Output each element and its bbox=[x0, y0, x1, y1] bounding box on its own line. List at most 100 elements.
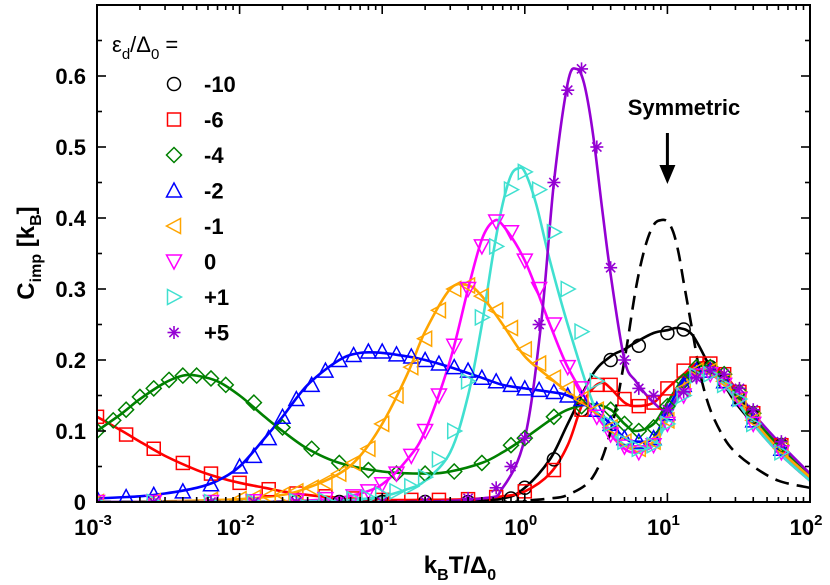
data-point bbox=[344, 454, 361, 472]
data-point bbox=[572, 397, 591, 415]
data-point bbox=[545, 382, 563, 400]
data-point bbox=[730, 383, 748, 401]
data-point bbox=[660, 325, 675, 341]
data-point bbox=[703, 364, 717, 378]
data-point bbox=[259, 429, 278, 446]
data-point bbox=[545, 408, 563, 426]
data-point bbox=[544, 368, 562, 387]
y-tick-label: 0.6 bbox=[55, 64, 86, 89]
legend-marker bbox=[166, 76, 182, 92]
data-point bbox=[588, 400, 606, 417]
data-point bbox=[431, 450, 449, 469]
data-point bbox=[617, 432, 634, 451]
data-point bbox=[289, 495, 303, 502]
data-point bbox=[97, 422, 106, 440]
data-point bbox=[546, 462, 562, 478]
data-point bbox=[273, 407, 292, 425]
data-point bbox=[404, 492, 419, 502]
data-point bbox=[430, 388, 448, 405]
legend-title: εd/Δ0 = bbox=[112, 32, 178, 63]
data-point bbox=[203, 466, 219, 481]
data-point bbox=[601, 414, 620, 432]
data-point bbox=[389, 482, 406, 501]
data-point bbox=[660, 381, 675, 396]
data-point bbox=[373, 342, 391, 359]
data-point bbox=[530, 354, 547, 373]
data-point bbox=[774, 435, 788, 449]
data-point bbox=[746, 415, 763, 433]
data-point bbox=[430, 354, 448, 371]
legend-marker bbox=[165, 146, 183, 164]
data-point bbox=[647, 389, 661, 402]
data-point bbox=[631, 338, 647, 354]
data-point bbox=[373, 415, 390, 433]
data-point bbox=[603, 415, 620, 433]
data-point bbox=[302, 375, 321, 393]
data-point bbox=[487, 372, 505, 389]
data-point bbox=[175, 455, 191, 471]
data-point bbox=[545, 317, 563, 334]
data-point bbox=[504, 460, 518, 473]
data-point bbox=[316, 361, 335, 378]
data-point bbox=[245, 446, 263, 464]
data-point bbox=[489, 481, 503, 495]
legend-label: -6 bbox=[204, 108, 224, 133]
data-point bbox=[147, 495, 161, 502]
data-point bbox=[131, 388, 149, 406]
data-point bbox=[774, 443, 791, 462]
data-point bbox=[503, 180, 521, 199]
x-tick-label: 10-2 bbox=[217, 512, 255, 540]
legend-label: -1 bbox=[204, 214, 224, 239]
data-point bbox=[676, 322, 691, 337]
data-point bbox=[772, 439, 791, 456]
data-point bbox=[716, 376, 734, 394]
data-point bbox=[572, 381, 591, 398]
legend-label: -2 bbox=[204, 179, 224, 204]
data-point bbox=[501, 319, 519, 337]
data-point bbox=[690, 371, 704, 385]
data-point bbox=[744, 416, 763, 433]
data-point bbox=[558, 359, 577, 377]
data-point bbox=[445, 338, 463, 355]
data-point bbox=[373, 477, 391, 494]
legend-marker bbox=[165, 181, 183, 198]
data-point bbox=[487, 301, 504, 320]
data-point bbox=[717, 367, 731, 381]
data-point bbox=[604, 261, 618, 275]
data-point bbox=[431, 492, 447, 502]
data-point bbox=[546, 223, 563, 241]
data-point bbox=[359, 461, 377, 479]
data-point bbox=[615, 429, 634, 446]
data-point bbox=[245, 394, 263, 412]
data-point bbox=[546, 452, 562, 467]
y-axis-title: Cimp [kB] bbox=[13, 206, 45, 299]
data-point bbox=[346, 490, 363, 502]
data-point bbox=[230, 457, 249, 474]
data-point bbox=[359, 439, 376, 458]
data-point bbox=[518, 431, 532, 445]
data-point bbox=[502, 375, 520, 393]
data-point bbox=[588, 409, 606, 426]
data-point bbox=[429, 301, 447, 320]
data-point bbox=[746, 403, 760, 417]
data-point bbox=[558, 379, 575, 398]
data-point bbox=[416, 329, 433, 348]
data-point bbox=[97, 495, 104, 502]
data-point bbox=[744, 404, 762, 422]
data-point bbox=[387, 386, 404, 405]
data-point bbox=[677, 385, 691, 399]
legend-label: -4 bbox=[204, 143, 224, 168]
x-tick-label: 100 bbox=[504, 512, 537, 540]
data-point bbox=[247, 495, 261, 502]
data-point bbox=[502, 436, 520, 454]
data-point bbox=[117, 401, 135, 419]
data-point bbox=[318, 491, 335, 502]
data-point bbox=[630, 422, 648, 440]
data-point bbox=[531, 180, 549, 199]
data-point bbox=[560, 280, 577, 298]
data-point bbox=[188, 367, 206, 385]
data-point bbox=[344, 345, 363, 363]
data-point bbox=[460, 372, 478, 391]
data-point bbox=[160, 371, 178, 389]
